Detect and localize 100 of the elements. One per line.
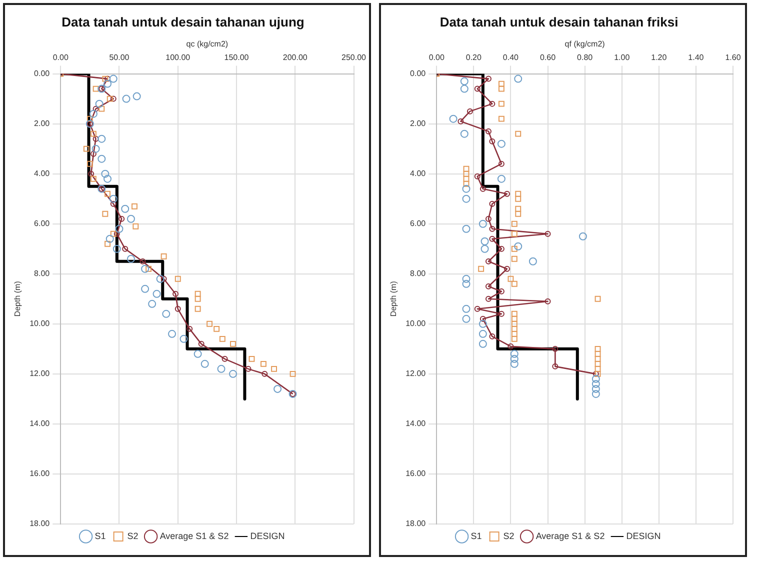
point bbox=[498, 80, 504, 87]
point bbox=[511, 246, 518, 252]
x-tick-label: 250.00 bbox=[342, 53, 367, 62]
y-tick-label: 10.00 bbox=[406, 319, 426, 328]
point bbox=[480, 237, 489, 246]
point bbox=[478, 220, 487, 228]
point bbox=[90, 150, 96, 157]
x-tick-label: 0.00 bbox=[52, 53, 69, 62]
y-tick-label: 12.00 bbox=[406, 369, 426, 378]
point bbox=[86, 116, 93, 122]
point bbox=[504, 190, 510, 197]
point bbox=[592, 380, 600, 388]
point bbox=[474, 306, 480, 312]
point bbox=[174, 306, 181, 312]
point bbox=[449, 114, 458, 123]
point bbox=[194, 306, 201, 312]
point bbox=[485, 216, 492, 222]
legend-label: S1 bbox=[470, 530, 482, 541]
point bbox=[474, 173, 480, 180]
point bbox=[510, 354, 518, 363]
y-axis-title: Depth (m) bbox=[389, 280, 398, 317]
y-tick-label: 4.00 bbox=[34, 169, 50, 178]
point bbox=[271, 366, 278, 372]
point bbox=[114, 230, 120, 237]
point bbox=[92, 136, 99, 142]
point bbox=[511, 336, 518, 342]
point bbox=[88, 170, 94, 177]
x-tick-label: 1.20 bbox=[651, 53, 668, 62]
y-axis-title: Depth (m) bbox=[13, 280, 22, 317]
point bbox=[219, 336, 226, 342]
point bbox=[194, 290, 201, 297]
x-tick-label: 0.60 bbox=[540, 53, 556, 62]
y-tick-label: 12.00 bbox=[30, 369, 50, 378]
point bbox=[200, 360, 209, 368]
legend-label: Average S1 & S2 bbox=[160, 530, 229, 541]
point bbox=[508, 343, 514, 350]
point bbox=[504, 266, 510, 272]
point bbox=[462, 280, 470, 288]
x-tick-label: 1.60 bbox=[725, 53, 742, 62]
point bbox=[98, 154, 106, 163]
y-tick-label: 0.00 bbox=[34, 69, 50, 78]
point bbox=[172, 290, 179, 297]
point bbox=[110, 200, 116, 207]
y-tick-label: 6.00 bbox=[410, 219, 426, 228]
point bbox=[245, 366, 252, 372]
point bbox=[592, 390, 600, 398]
point bbox=[101, 170, 110, 178]
point bbox=[194, 350, 202, 358]
point bbox=[104, 80, 112, 88]
chart-title: Data tanah untuk desain tahanan ujung bbox=[62, 14, 304, 30]
point bbox=[174, 276, 181, 282]
point bbox=[552, 346, 558, 352]
point bbox=[478, 330, 487, 338]
point bbox=[86, 160, 93, 167]
point bbox=[498, 116, 504, 122]
point bbox=[474, 86, 480, 92]
point bbox=[511, 320, 518, 327]
point bbox=[485, 296, 492, 302]
point bbox=[98, 106, 105, 112]
point bbox=[511, 256, 518, 262]
point bbox=[594, 296, 601, 302]
point bbox=[515, 206, 522, 212]
point bbox=[141, 264, 150, 273]
point bbox=[110, 96, 116, 102]
legend-label: S2 bbox=[127, 530, 138, 541]
y-tick-label: 8.00 bbox=[34, 269, 50, 278]
x-axis-title: qf (kg/cm2) bbox=[564, 40, 606, 49]
point bbox=[511, 316, 518, 322]
x-tick-label: 150.00 bbox=[224, 53, 250, 62]
point bbox=[497, 174, 506, 183]
y-tick-label: 8.00 bbox=[410, 269, 426, 278]
x-tick-label: 200.00 bbox=[282, 53, 308, 62]
point bbox=[214, 326, 220, 332]
point bbox=[148, 300, 156, 308]
point bbox=[594, 356, 601, 362]
point bbox=[498, 310, 504, 317]
y-tick-label: 14.00 bbox=[406, 419, 426, 428]
y-tick-label: 16.00 bbox=[30, 469, 50, 478]
y-tick-label: 4.00 bbox=[410, 169, 426, 178]
point bbox=[115, 224, 124, 233]
point bbox=[198, 340, 204, 347]
point bbox=[514, 242, 522, 250]
point bbox=[485, 283, 492, 290]
point bbox=[480, 244, 489, 253]
legend-label: DESIGN bbox=[626, 530, 661, 541]
point bbox=[463, 176, 470, 182]
point bbox=[462, 304, 470, 313]
point bbox=[594, 360, 601, 367]
point bbox=[478, 320, 487, 328]
point bbox=[489, 138, 496, 144]
point bbox=[90, 176, 96, 182]
x-tick-label: 0.00 bbox=[428, 53, 445, 62]
point bbox=[122, 246, 128, 252]
x-tick-label: 100.00 bbox=[166, 53, 191, 62]
point bbox=[485, 258, 492, 264]
chart-title: Data tanah untuk desain tahanan friksi bbox=[440, 14, 678, 30]
point bbox=[141, 284, 150, 293]
x-tick-label: 1.00 bbox=[614, 53, 630, 62]
y-tick-label: 18.00 bbox=[406, 519, 426, 528]
point bbox=[104, 76, 111, 82]
